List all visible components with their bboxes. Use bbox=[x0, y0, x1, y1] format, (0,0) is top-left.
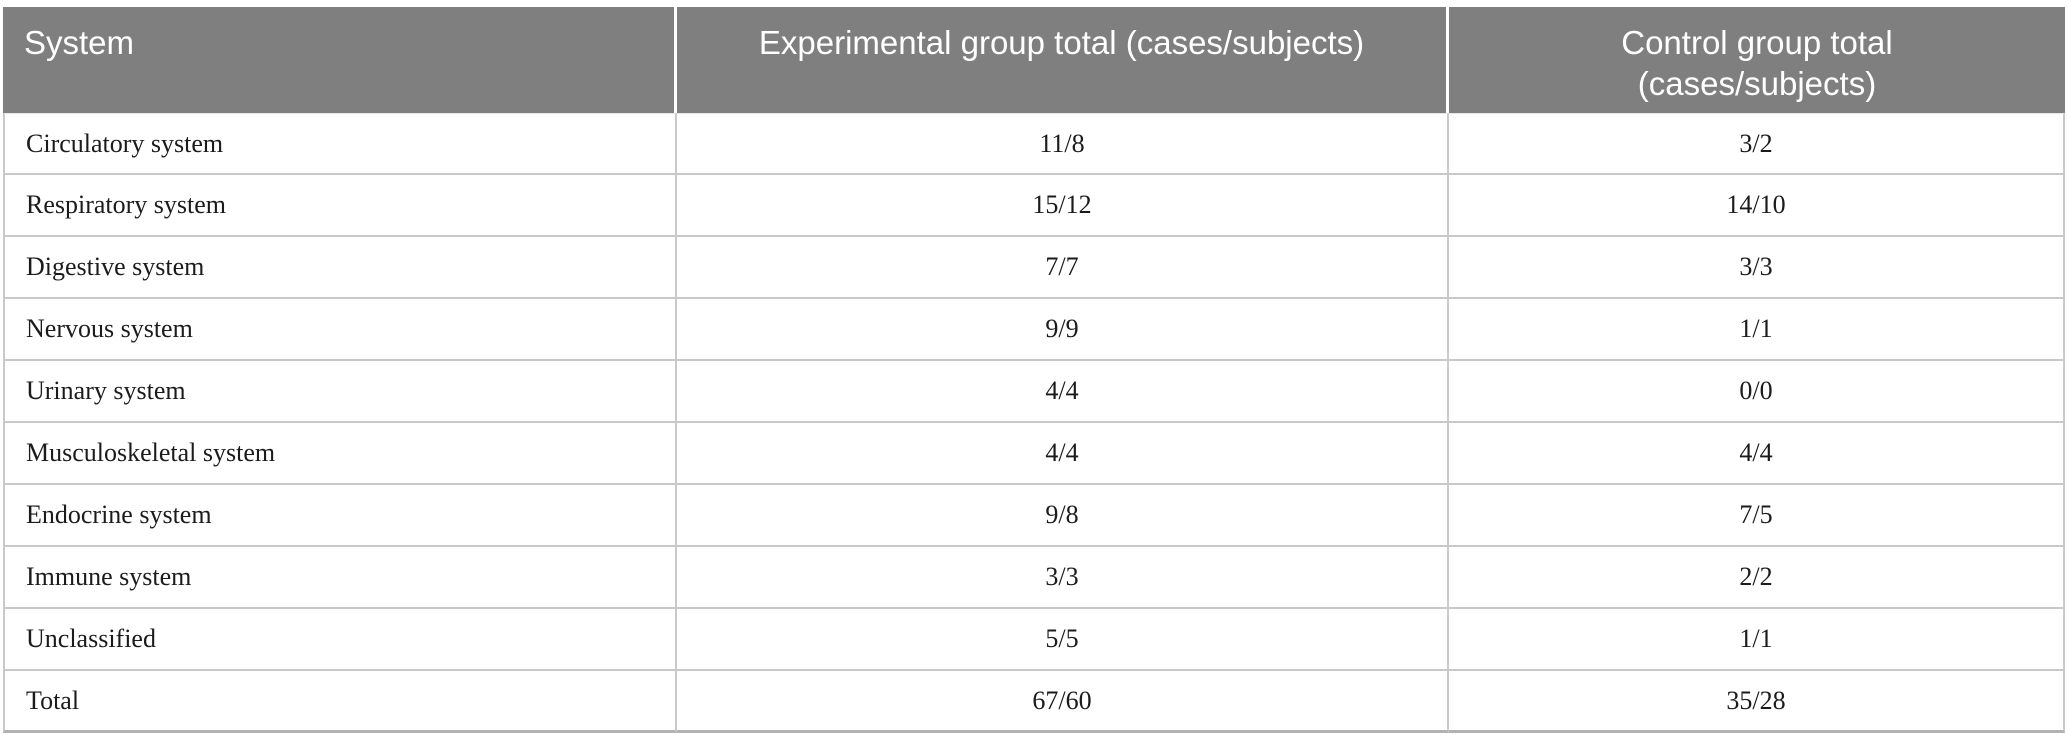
cell-experimental-value: 67/60 bbox=[677, 671, 1449, 733]
table-row: Respiratory system 15/12 14/10 bbox=[3, 175, 2065, 237]
table-row: Endocrine system 9/8 7/5 bbox=[3, 485, 2065, 547]
column-header-experimental: Experimental group total (cases/subjects… bbox=[677, 7, 1449, 113]
cell-system: Respiratory system bbox=[3, 175, 677, 237]
cell-system: Urinary system bbox=[3, 361, 677, 423]
cell-experimental-value: 9/8 bbox=[677, 485, 1449, 547]
cell-system: Endocrine system bbox=[3, 485, 677, 547]
cell-control-value: 2/2 bbox=[1449, 547, 2065, 609]
cell-system: Total bbox=[3, 671, 677, 733]
cell-system: Nervous system bbox=[3, 299, 677, 361]
table-row: Immune system 3/3 2/2 bbox=[3, 547, 2065, 609]
table-row: Digestive system 7/7 3/3 bbox=[3, 237, 2065, 299]
cell-experimental-value: 5/5 bbox=[677, 609, 1449, 671]
cell-experimental-value: 15/12 bbox=[677, 175, 1449, 237]
table-row-total: Total 67/60 35/28 bbox=[3, 671, 2065, 733]
cell-experimental-value: 4/4 bbox=[677, 423, 1449, 485]
cell-experimental-value: 11/8 bbox=[677, 113, 1449, 175]
table-header: System Experimental group total (cases/s… bbox=[3, 7, 2065, 113]
cell-control-value: 1/1 bbox=[1449, 299, 2065, 361]
cell-experimental-value: 9/9 bbox=[677, 299, 1449, 361]
column-header-system-label: System bbox=[24, 24, 135, 61]
cell-control-value: 35/28 bbox=[1449, 671, 2065, 733]
table-row: Circulatory system 11/8 3/2 bbox=[3, 113, 2065, 175]
table-body: Circulatory system 11/8 3/2 Respiratory … bbox=[3, 113, 2065, 733]
cell-control-value: 4/4 bbox=[1449, 423, 2065, 485]
cell-system: Circulatory system bbox=[3, 113, 677, 175]
table-row: Musculoskeletal system 4/4 4/4 bbox=[3, 423, 2065, 485]
cell-system: Unclassified bbox=[3, 609, 677, 671]
column-header-system: System bbox=[3, 7, 677, 113]
cell-experimental-value: 7/7 bbox=[677, 237, 1449, 299]
cell-control-value: 1/1 bbox=[1449, 609, 2065, 671]
header-row: System Experimental group total (cases/s… bbox=[3, 7, 2065, 113]
cell-system: Musculoskeletal system bbox=[3, 423, 677, 485]
column-header-control: Control group total (cases/subjects) bbox=[1449, 7, 2065, 113]
cell-system: Digestive system bbox=[3, 237, 677, 299]
table-row: Unclassified 5/5 1/1 bbox=[3, 609, 2065, 671]
column-header-experimental-label: Experimental group total (cases/subjects… bbox=[758, 24, 1365, 61]
systems-table: System Experimental group total (cases/s… bbox=[3, 7, 2065, 733]
cell-system: Immune system bbox=[3, 547, 677, 609]
cell-control-value: 3/3 bbox=[1449, 237, 2065, 299]
cell-control-value: 14/10 bbox=[1449, 175, 2065, 237]
table-row: Nervous system 9/9 1/1 bbox=[3, 299, 2065, 361]
cell-experimental-value: 4/4 bbox=[677, 361, 1449, 423]
cell-control-value: 7/5 bbox=[1449, 485, 2065, 547]
cell-control-value: 0/0 bbox=[1449, 361, 2065, 423]
column-header-control-label: Control group total (cases/subjects) bbox=[1621, 24, 1893, 103]
cell-control-value: 3/2 bbox=[1449, 113, 2065, 175]
table-row: Urinary system 4/4 0/0 bbox=[3, 361, 2065, 423]
cell-experimental-value: 3/3 bbox=[677, 547, 1449, 609]
